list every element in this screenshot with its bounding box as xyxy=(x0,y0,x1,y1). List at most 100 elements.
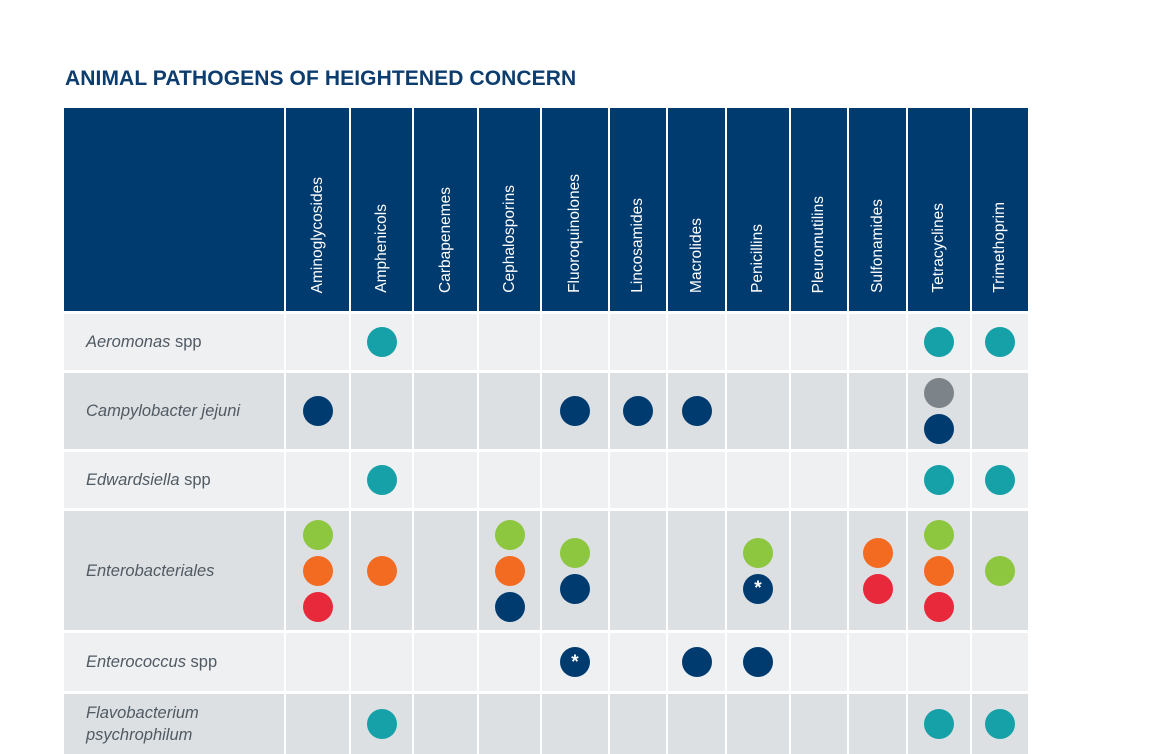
teal-marker-icon xyxy=(985,465,1015,495)
table-cell xyxy=(286,314,349,370)
column-header-macrolides: Macrolides xyxy=(668,108,725,311)
teal-marker-icon xyxy=(985,327,1015,357)
table-cell xyxy=(610,373,666,449)
column-header-label: Pleuromutilins xyxy=(810,195,827,293)
table-cell xyxy=(414,694,477,754)
green-marker-icon xyxy=(494,519,525,550)
table-cell xyxy=(351,373,412,449)
pathogen-genus: Aeromonas xyxy=(86,333,171,351)
table-cell xyxy=(849,694,906,754)
orange-marker-icon xyxy=(862,537,893,568)
table-cell xyxy=(849,373,906,449)
table-cell xyxy=(610,633,666,691)
orange-marker-icon xyxy=(302,555,333,586)
column-header-lincosamides: Lincosamides xyxy=(610,108,666,311)
column-header-tetracyclines: Tetracyclines xyxy=(908,108,970,311)
navy-marker-icon xyxy=(743,647,773,677)
table-cell xyxy=(849,511,906,630)
pathogen-genus: Edwardsiella xyxy=(86,471,180,489)
table-cell xyxy=(972,633,1028,691)
table-cell xyxy=(286,511,349,630)
table-cell xyxy=(668,452,725,508)
column-header-carbapenemes: Carbapenemes xyxy=(414,108,477,311)
table-cell xyxy=(542,373,608,449)
green-marker-icon xyxy=(560,537,590,568)
teal-marker-icon xyxy=(366,465,397,495)
column-header-aminoglycosides: Aminoglycosides xyxy=(286,108,349,311)
red-marker-icon xyxy=(862,573,893,604)
table-cell xyxy=(791,633,847,691)
navy-marker-icon xyxy=(302,396,333,426)
pathogen-antibiotic-table: Aminoglycosides Amphenicols Carbapenemes Ce… xyxy=(64,108,1028,754)
table-cell xyxy=(542,511,608,630)
column-header-trimethoprim: Trimethoprim xyxy=(972,108,1028,311)
column-header-label: Aminoglycosides xyxy=(308,176,326,293)
column-header-label: Sulfonamides xyxy=(868,199,886,293)
table-cell xyxy=(414,373,477,449)
pathogen-name: Flavobacterium psychrophilum xyxy=(64,694,284,754)
red-marker-icon xyxy=(302,591,333,622)
asterisk-icon: * xyxy=(571,651,579,673)
table-cell xyxy=(479,314,540,370)
column-header-label: Macrolides xyxy=(687,218,705,293)
table-cell xyxy=(668,373,725,449)
column-header-fluoroquinolones: Fluoroquinolones xyxy=(542,108,608,311)
table-cell xyxy=(908,633,970,691)
table-cell xyxy=(610,314,666,370)
table-cell xyxy=(791,694,847,754)
column-header-label: Trimethoprim xyxy=(991,202,1008,293)
orange-marker-icon xyxy=(366,555,397,586)
table-cell xyxy=(727,633,789,691)
table-cell xyxy=(908,314,970,370)
table-cell xyxy=(414,633,477,691)
table-cell xyxy=(791,452,847,508)
orange-marker-icon xyxy=(924,555,954,586)
table-cell xyxy=(791,314,847,370)
navy-marker-icon xyxy=(560,573,590,604)
page-title: ANIMAL PATHOGENS OF HEIGHTENED CONCERN xyxy=(65,67,577,90)
column-header-label: Penicillins xyxy=(749,224,766,293)
table-cell xyxy=(972,314,1028,370)
table-cell xyxy=(351,633,412,691)
table-cell xyxy=(727,314,789,370)
table-cell xyxy=(286,373,349,449)
pathogen-suffix: spp xyxy=(179,471,211,489)
column-header-sulfonamides: Sulfonamides xyxy=(849,108,906,311)
table-cell xyxy=(479,511,540,630)
table-cell xyxy=(351,694,412,754)
table-cell xyxy=(542,452,608,508)
green-marker-icon xyxy=(743,537,773,568)
red-marker-icon xyxy=(924,591,954,622)
table-cell xyxy=(414,511,477,630)
navy-marker-icon xyxy=(560,396,590,426)
table-cell xyxy=(479,694,540,754)
teal-marker-icon xyxy=(366,709,397,739)
column-header-label: Cephalosporins xyxy=(500,185,518,293)
pathogen-genus: Enterobacteriales xyxy=(86,561,215,580)
table-cell xyxy=(479,633,540,691)
table-cell xyxy=(727,452,789,508)
column-header-label: Carbapenemes xyxy=(436,187,454,293)
teal-marker-icon xyxy=(924,327,954,357)
table-cell xyxy=(972,452,1028,508)
navy-marker-icon xyxy=(681,396,712,426)
column-header-pleuromutilins: Pleuromutilins xyxy=(791,108,847,311)
table-cell xyxy=(972,511,1028,630)
table-cell xyxy=(351,511,412,630)
teal-marker-icon xyxy=(924,465,954,495)
table-cell xyxy=(668,694,725,754)
table-cell xyxy=(479,373,540,449)
table-cell xyxy=(286,694,349,754)
table-cell xyxy=(908,511,970,630)
teal-marker-icon xyxy=(985,709,1015,739)
navy-marker-icon: * xyxy=(743,573,773,604)
table-cell: * xyxy=(727,511,789,630)
pathogen-name: Aeromonas spp xyxy=(64,314,284,370)
pathogen-name: Edwardsiella spp xyxy=(64,452,284,508)
grey-marker-icon xyxy=(924,378,954,408)
green-marker-icon xyxy=(924,519,954,550)
table-cell xyxy=(542,314,608,370)
column-header-label: Tetracyclines xyxy=(930,203,947,293)
table-cell xyxy=(972,373,1028,449)
teal-marker-icon xyxy=(366,327,397,357)
